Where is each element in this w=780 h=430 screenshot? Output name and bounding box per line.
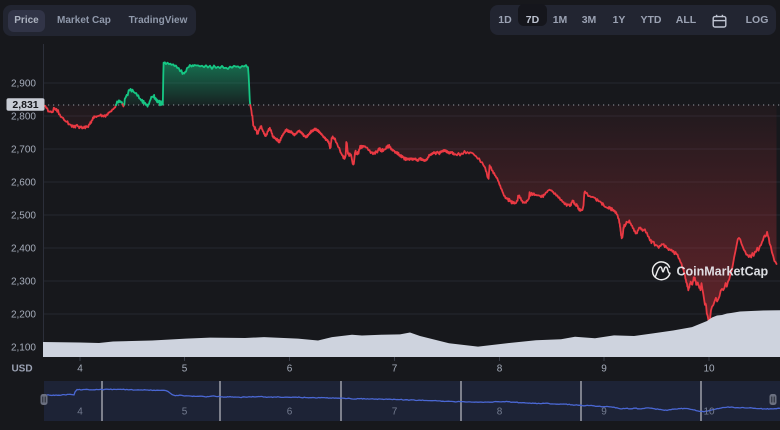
svg-text:10: 10 bbox=[703, 407, 715, 418]
svg-text:6: 6 bbox=[287, 407, 293, 418]
svg-text:2,831: 2,831 bbox=[12, 99, 38, 111]
svg-text:2,200: 2,200 bbox=[11, 310, 36, 321]
svg-text:5: 5 bbox=[182, 407, 188, 418]
svg-text:2,100: 2,100 bbox=[11, 343, 36, 354]
svg-text:7: 7 bbox=[392, 407, 398, 418]
svg-text:8: 8 bbox=[497, 364, 503, 375]
svg-text:2,500: 2,500 bbox=[11, 211, 36, 222]
svg-text:2,300: 2,300 bbox=[11, 277, 36, 288]
svg-text:2,700: 2,700 bbox=[11, 145, 36, 156]
svg-text:9: 9 bbox=[601, 364, 607, 375]
svg-text:4: 4 bbox=[77, 364, 83, 375]
svg-text:8: 8 bbox=[497, 407, 503, 418]
svg-text:2,400: 2,400 bbox=[11, 244, 36, 255]
svg-text:5: 5 bbox=[182, 364, 188, 375]
svg-text:10: 10 bbox=[703, 364, 715, 375]
svg-text:9: 9 bbox=[601, 407, 607, 418]
svg-text:USD: USD bbox=[11, 364, 32, 375]
svg-text:6: 6 bbox=[287, 364, 293, 375]
svg-text:4: 4 bbox=[77, 407, 83, 418]
svg-text:CoinMarketCap: CoinMarketCap bbox=[677, 264, 769, 278]
svg-text:7: 7 bbox=[392, 364, 398, 375]
svg-text:2,600: 2,600 bbox=[11, 178, 36, 189]
svg-text:2,800: 2,800 bbox=[11, 112, 36, 123]
svg-text:2,900: 2,900 bbox=[11, 79, 36, 90]
